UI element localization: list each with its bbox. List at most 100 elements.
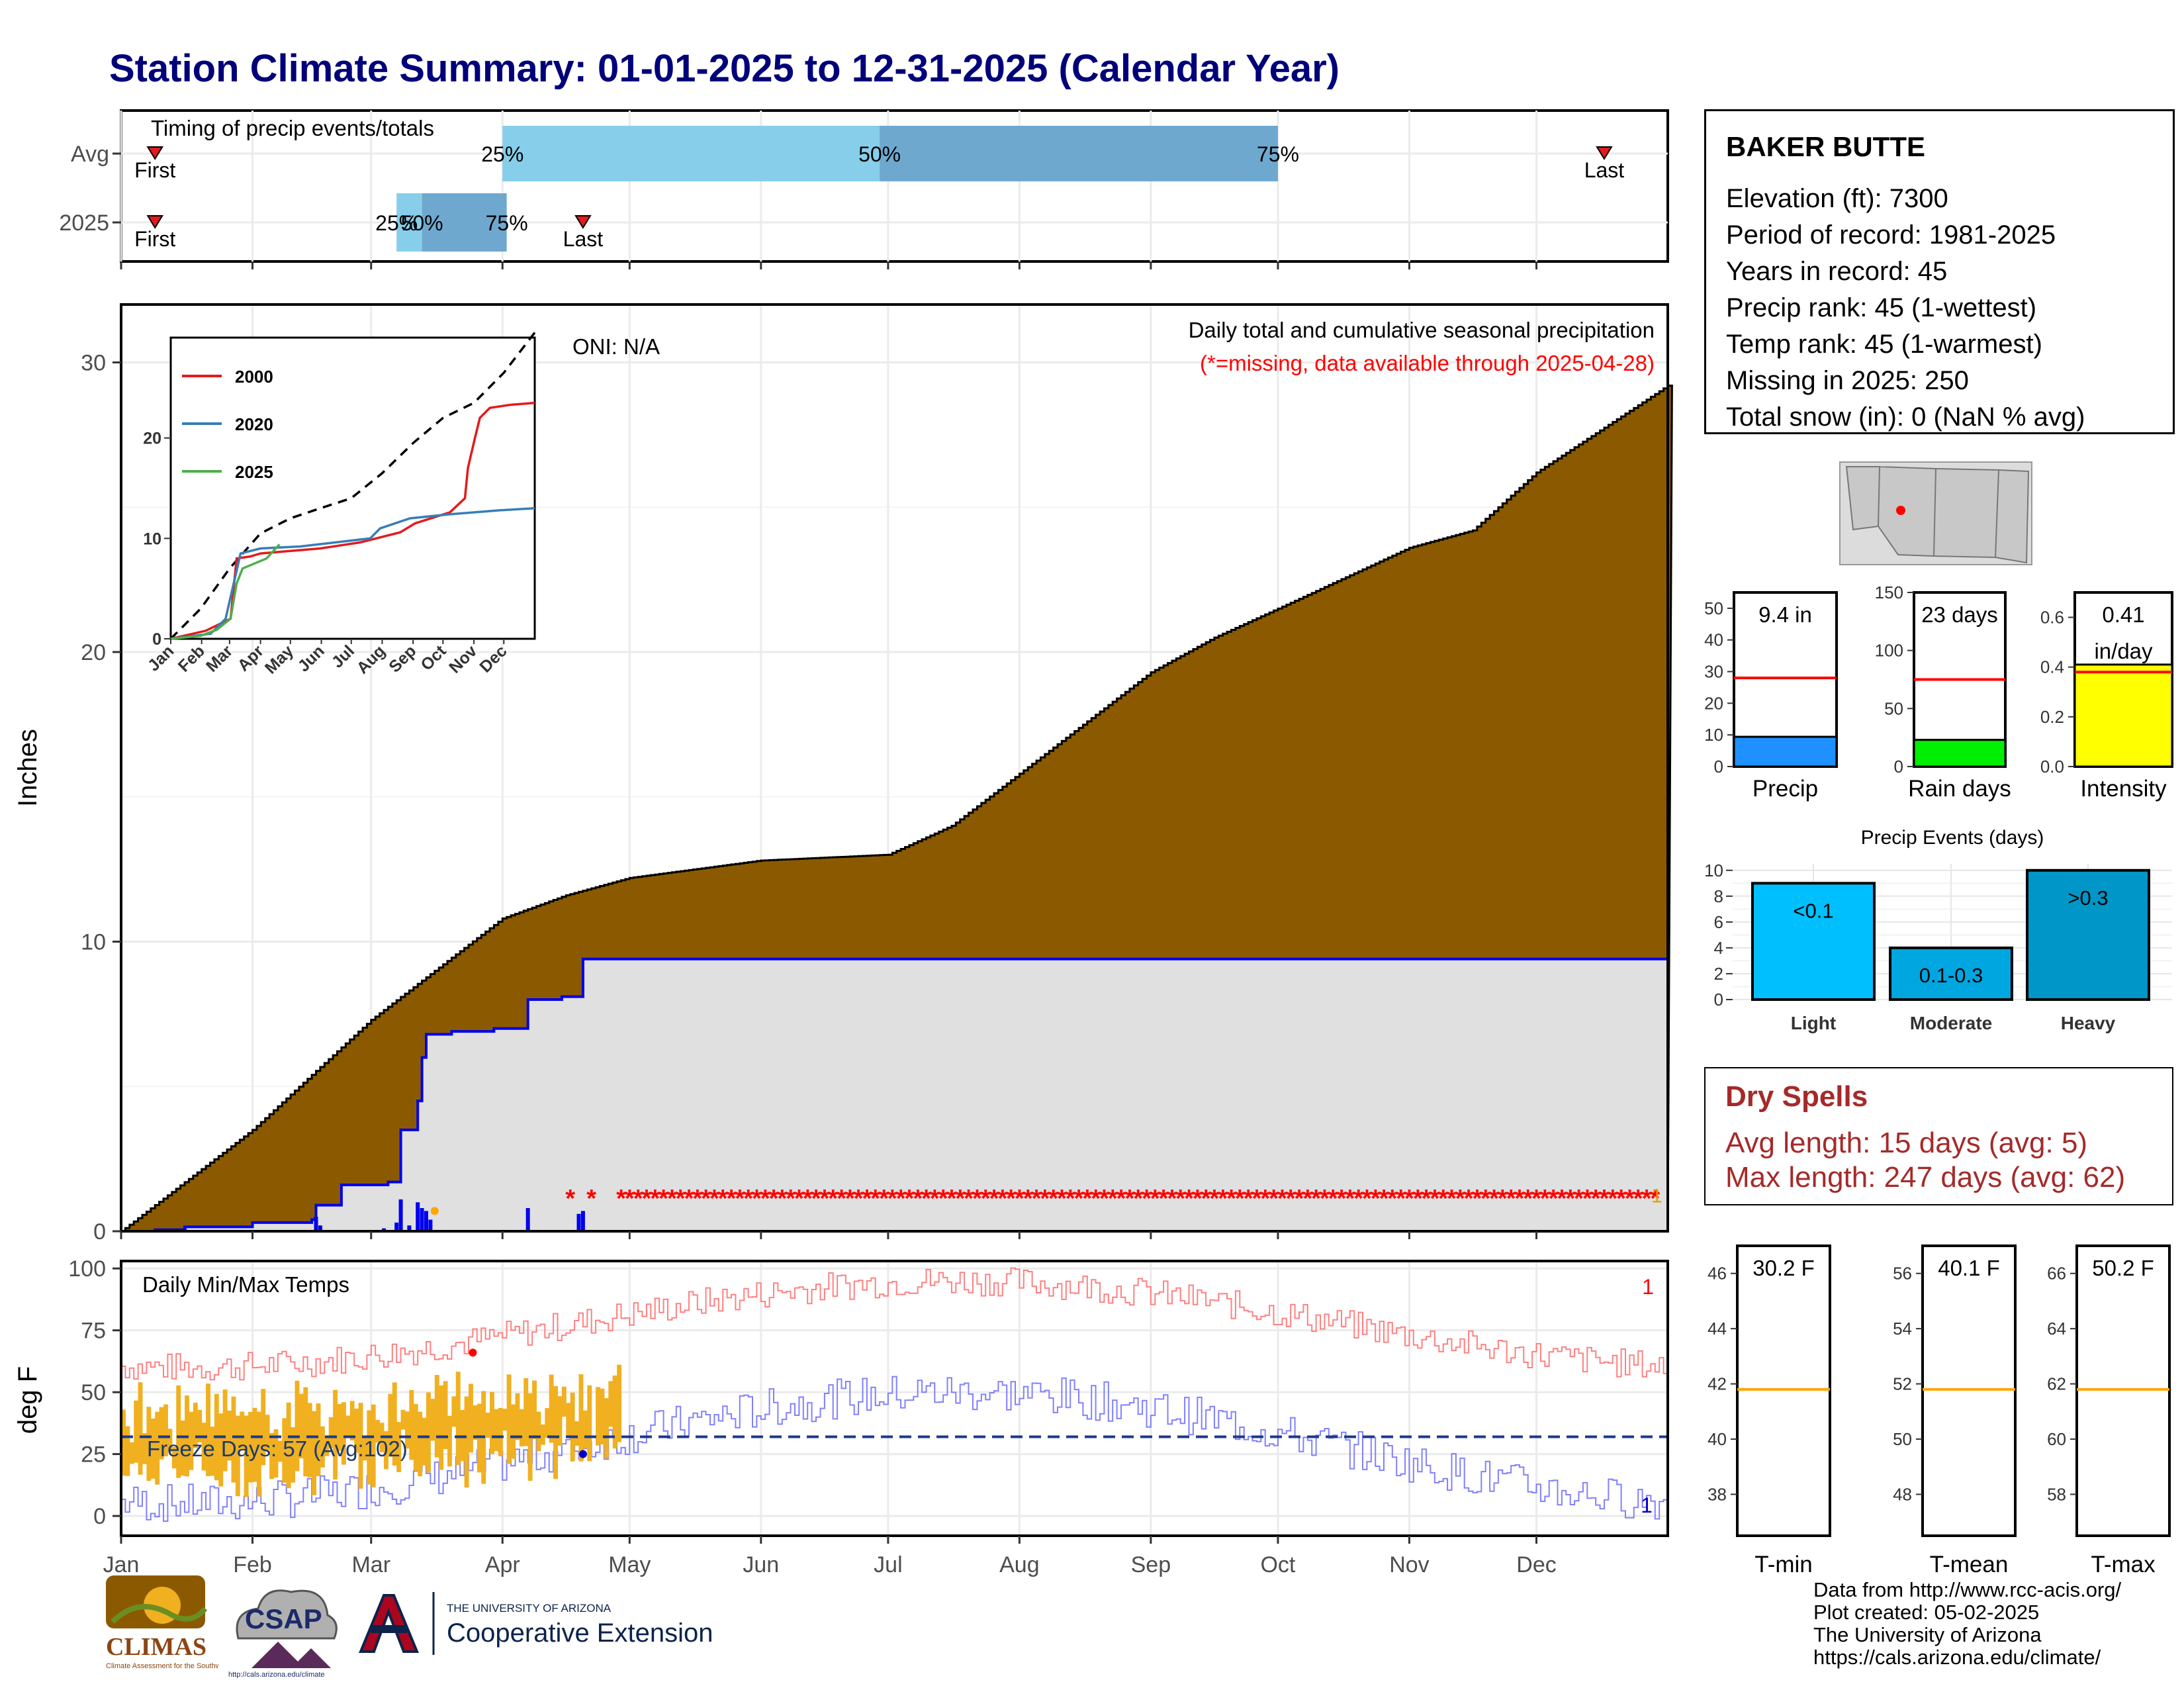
observed-temp-range-bar bbox=[303, 1387, 308, 1477]
precip-y-tick-label: 20 bbox=[81, 640, 106, 665]
footer-line: Plot created: 05-02-2025 bbox=[1813, 1601, 2040, 1624]
missing-data-marker: * bbox=[743, 1185, 753, 1213]
observed-temp-range-bar bbox=[171, 1446, 177, 1469]
observed-temp-range-bar bbox=[371, 1404, 376, 1487]
observed-temp-range-bar bbox=[146, 1407, 152, 1481]
precip-event-bar-label: >0.3 bbox=[2068, 886, 2108, 910]
precip-events-y-tick-label: 10 bbox=[1704, 861, 1723, 880]
station-location-marker bbox=[1896, 506, 1905, 515]
inset-y-tick-label: 0 bbox=[152, 630, 161, 649]
summary-bar-y-tick-label: 50 bbox=[1704, 598, 1723, 618]
observed-temp-range-bar bbox=[210, 1427, 215, 1476]
daily-precip-bar bbox=[420, 1208, 424, 1231]
missing-data-marker: * bbox=[870, 1185, 880, 1213]
missing-data-marker: * bbox=[727, 1185, 737, 1213]
missing-data-marker: * bbox=[701, 1185, 711, 1213]
missing-data-marker: * bbox=[1480, 1185, 1490, 1213]
summary-bar-y-tick-label: 0.6 bbox=[2040, 608, 2064, 628]
summary-bar-y-tick-label: 100 bbox=[1875, 641, 1903, 661]
observed-temp-range-bar bbox=[291, 1427, 296, 1483]
observed-temp-range-bar bbox=[447, 1415, 452, 1467]
summary-bar-y-tick-label: 0 bbox=[1894, 757, 1903, 776]
month-tick-label: Nov bbox=[1389, 1552, 1429, 1577]
observed-temp-range-bar bbox=[600, 1388, 605, 1445]
observed-temp-range-bar bbox=[193, 1403, 198, 1448]
missing-data-marker: * bbox=[1286, 1185, 1296, 1213]
missing-data-marker: * bbox=[1633, 1185, 1643, 1213]
observed-temp-range-bar bbox=[375, 1419, 381, 1443]
missing-data-marker: * bbox=[1531, 1185, 1541, 1213]
observed-temp-range-bar bbox=[354, 1409, 359, 1453]
summary-bar-y-tick-label: 0 bbox=[1714, 757, 1723, 776]
temp-box-y-tick-label: 56 bbox=[1893, 1264, 1912, 1284]
missing-data-marker: * bbox=[769, 1185, 779, 1213]
csap-text: CSAP bbox=[245, 1603, 322, 1634]
missing-data-marker: * bbox=[955, 1185, 965, 1213]
observed-temp-range-bar bbox=[574, 1421, 579, 1446]
missing-data-marker: * bbox=[1023, 1185, 1033, 1213]
missing-data-marker: * bbox=[735, 1185, 745, 1213]
month-tick-label: Apr bbox=[485, 1552, 520, 1577]
observed-temp-range-bar bbox=[235, 1415, 240, 1497]
missing-data-marker: * bbox=[1184, 1185, 1194, 1213]
missing-note: (*=missing, data available through 2025-… bbox=[1200, 351, 1655, 375]
temp-box-value-label: 30.2 F bbox=[1752, 1256, 1815, 1280]
missing-data-marker: * bbox=[1006, 1185, 1016, 1213]
missing-data-marker: * bbox=[794, 1185, 804, 1213]
missing-data-marker: * bbox=[1345, 1185, 1355, 1213]
inset-legend-label: 2000 bbox=[235, 367, 273, 387]
station-temp-rank: Temp rank: 45 (1-warmest) bbox=[1726, 330, 2042, 359]
observed-temp-range-bar bbox=[612, 1375, 617, 1449]
station-years: Years in record: 45 bbox=[1726, 257, 1948, 286]
observed-temp-range-bar bbox=[498, 1407, 503, 1457]
month-tick-label: Jun bbox=[743, 1552, 779, 1577]
missing-data-marker: * bbox=[1337, 1185, 1347, 1213]
precip-event-category: Light bbox=[1791, 1013, 1836, 1033]
snow-marker bbox=[430, 1207, 439, 1215]
missing-data-marker: * bbox=[659, 1185, 668, 1213]
observed-temp-range-bar bbox=[388, 1393, 393, 1457]
summary-bar-y-tick-label: 30 bbox=[1704, 662, 1723, 682]
daily-precip-bar bbox=[580, 1211, 585, 1231]
missing-data-marker: * bbox=[1379, 1185, 1389, 1213]
temp-box-y-tick-label: 44 bbox=[1707, 1319, 1727, 1338]
missing-data-marker: * bbox=[786, 1185, 796, 1213]
daily-precip-bar bbox=[183, 1228, 187, 1231]
csap-logo: CSAP http://cals.arizona.edu/climate bbox=[225, 1579, 344, 1679]
observed-temp-range-bar bbox=[320, 1426, 325, 1468]
missing-data-marker: * bbox=[1455, 1185, 1465, 1213]
missing-data-marker: * bbox=[981, 1185, 991, 1213]
missing-data-marker: * bbox=[684, 1185, 694, 1213]
missing-data-marker: * bbox=[1159, 1185, 1169, 1213]
observed-temp-range-bar bbox=[400, 1409, 406, 1430]
observed-temp-range-bar bbox=[413, 1404, 418, 1471]
precip-events-title: Precip Events (days) bbox=[1861, 827, 2044, 849]
observed-temp-range-bar bbox=[451, 1396, 457, 1427]
timing-first-marker bbox=[146, 146, 164, 160]
missing-data-marker: * bbox=[625, 1185, 635, 1213]
missing-data-marker: * bbox=[633, 1185, 643, 1213]
missing-data-marker: * bbox=[642, 1185, 652, 1213]
observed-temp-range-bar bbox=[333, 1389, 338, 1480]
temp-corner-bottom: 1 bbox=[1641, 1493, 1653, 1517]
missing-data-marker: * bbox=[1413, 1185, 1423, 1213]
temp-box-y-tick-label: 42 bbox=[1707, 1374, 1727, 1394]
observed-temp-range-bar bbox=[312, 1411, 317, 1495]
ua-logo: THE UNIVERSITY OF ARIZONA Cooperative Ex… bbox=[354, 1589, 738, 1662]
observed-temp-range-bar bbox=[477, 1403, 482, 1473]
missing-data-marker: * bbox=[1591, 1185, 1601, 1213]
observed-temp-range-bar bbox=[426, 1392, 431, 1473]
observed-temp-range-bar bbox=[439, 1385, 444, 1470]
timing-row-label: 2025 bbox=[59, 211, 109, 236]
missing-data-marker: * bbox=[1260, 1185, 1270, 1213]
timing-first-label: First bbox=[134, 227, 175, 251]
temp-max-line bbox=[121, 1267, 1668, 1381]
observed-temp-range-bar bbox=[362, 1437, 367, 1461]
missing-data-marker: * bbox=[1625, 1185, 1635, 1213]
station-name: BAKER BUTTE bbox=[1726, 131, 1925, 162]
station-precip-rank: Precip rank: 45 (1-wettest) bbox=[1726, 293, 2037, 322]
missing-data-marker: * bbox=[1650, 1185, 1660, 1213]
temp-box-y-tick-label: 40 bbox=[1707, 1429, 1727, 1449]
observed-temp-range-bar bbox=[545, 1408, 550, 1438]
map-state-borders bbox=[1845, 465, 2030, 564]
